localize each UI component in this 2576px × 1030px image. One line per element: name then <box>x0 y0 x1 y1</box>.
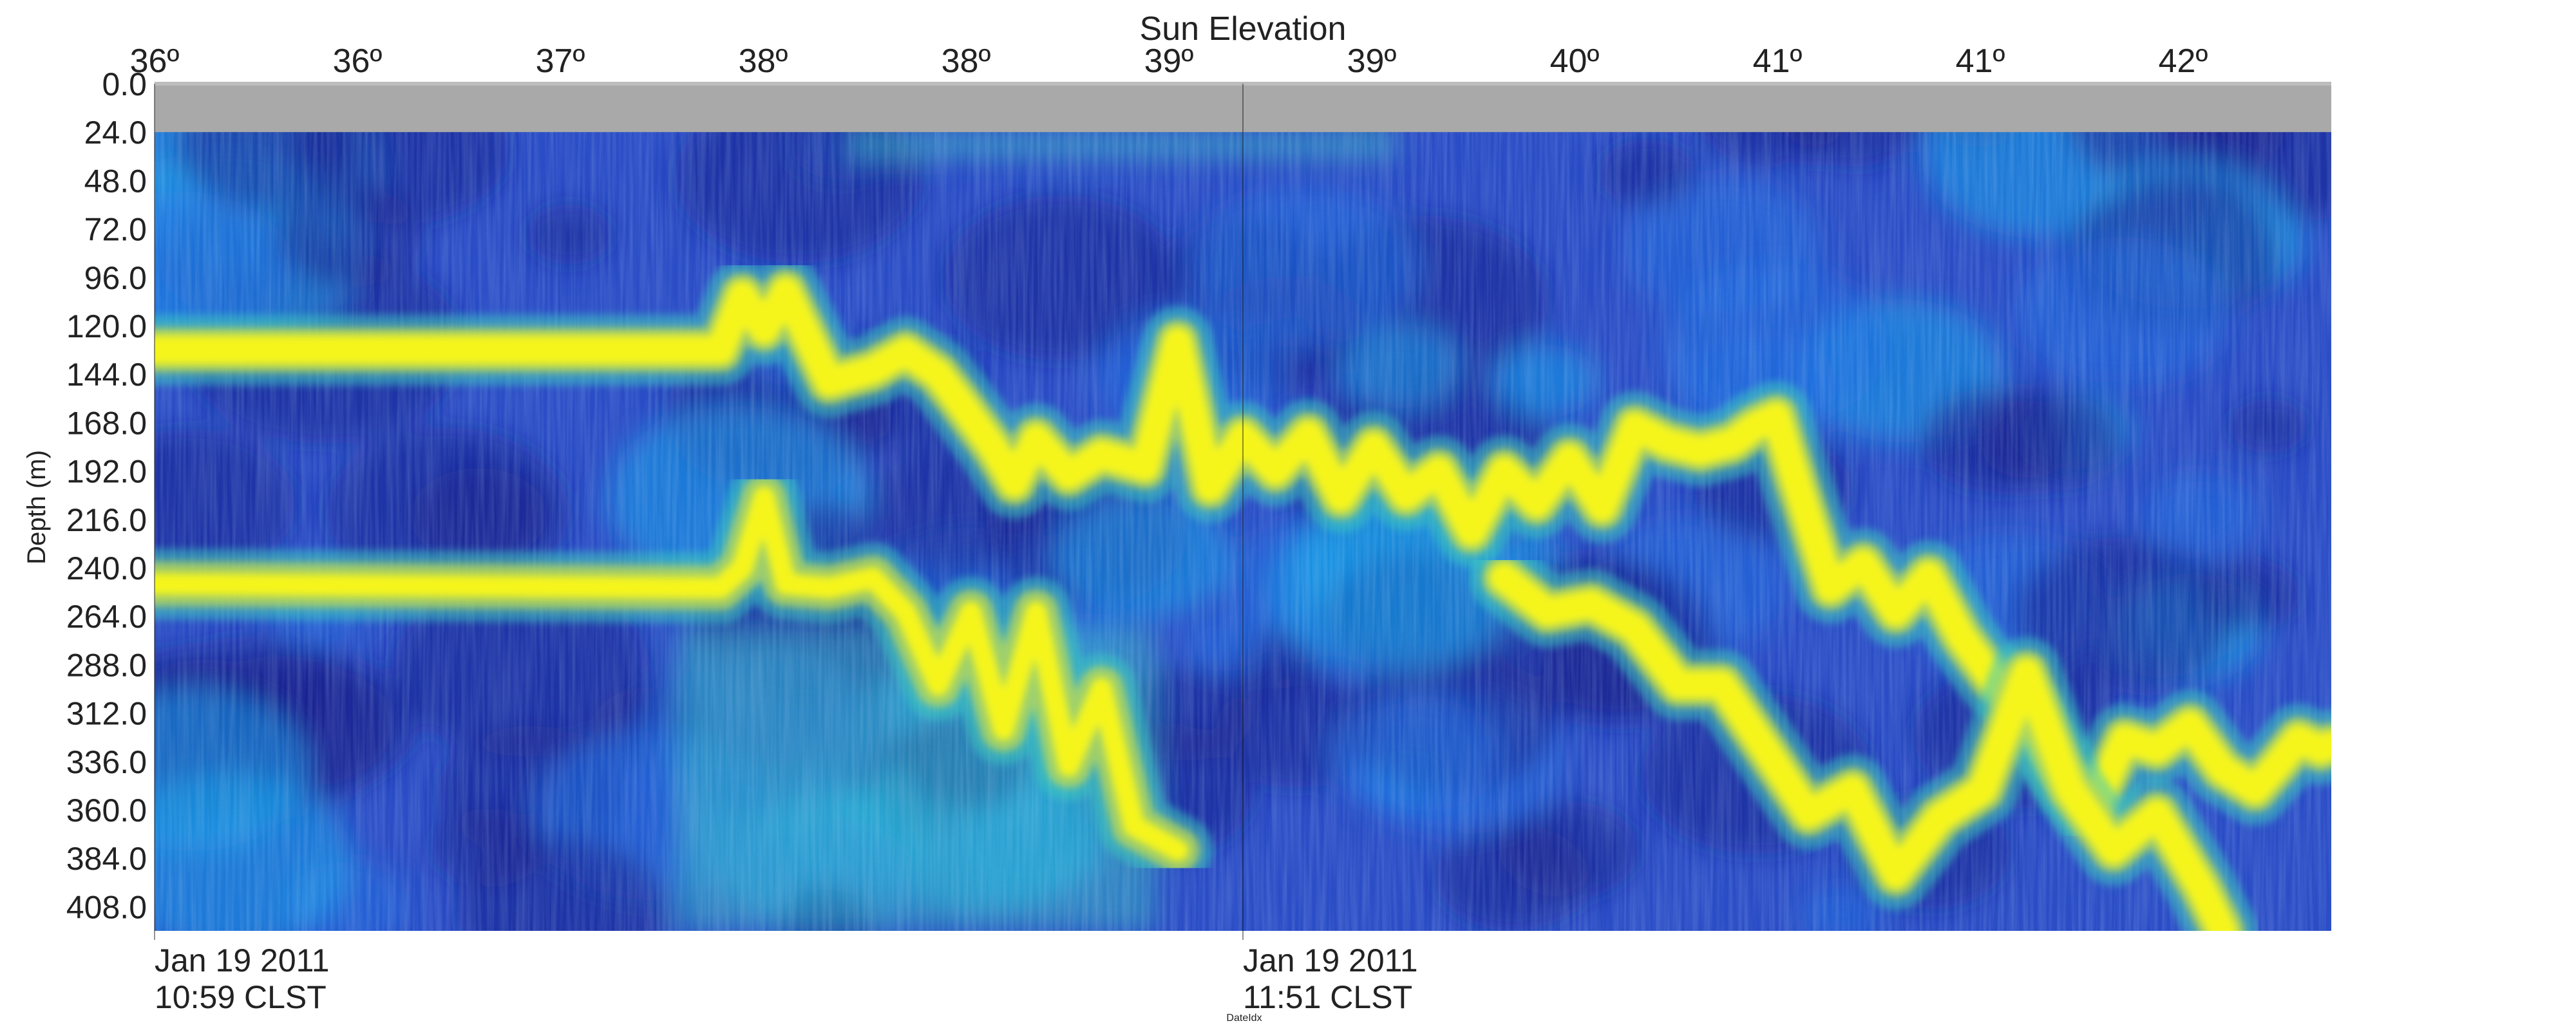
y-axis-title: Depth (m) <box>23 450 51 565</box>
y-tick-label: 216.0 <box>66 502 147 538</box>
x-tick-date: Jan 19 2011 <box>155 942 330 979</box>
top-tick-label: 39º <box>1347 42 1397 80</box>
bright-layers <box>155 256 2331 931</box>
top-axis-ticks: 36º 36º 37º 38º 38º 39º 39º 40º 41º 41º 42º <box>130 42 2208 80</box>
y-tick-label: 120.0 <box>66 308 147 344</box>
top-tick-label: 39º <box>1144 42 1194 80</box>
heatmap-plot-area <box>155 84 2331 931</box>
top-tick-label: 36º <box>333 42 383 80</box>
y-tick-label: 312.0 <box>66 696 147 732</box>
y-tick-label: 360.0 <box>66 792 147 829</box>
top-tick-label: 42º <box>2159 42 2208 80</box>
y-tick-label: 408.0 <box>66 889 147 925</box>
y-tick-label: 240.0 <box>66 550 147 586</box>
x-axis-title: DateIdx <box>1226 1013 1262 1024</box>
top-tick-label: 38º <box>942 42 991 80</box>
y-tick-label: 264.0 <box>66 599 147 635</box>
y-tick-label: 192.0 <box>66 454 147 490</box>
y-tick-label: 24.0 <box>84 115 147 151</box>
x-tick-time: 10:59 CLST <box>155 979 327 1015</box>
y-tick-label: 336.0 <box>66 744 147 780</box>
layer-core-1 <box>155 486 1189 861</box>
top-tick-label: 38º <box>739 42 788 80</box>
top-axis-title: Sun Elevation <box>1140 10 1347 48</box>
y-tick-label: 0.0 <box>102 66 147 102</box>
y-tick-label: 48.0 <box>84 163 147 199</box>
layer-core-2 <box>1489 563 2237 931</box>
top-tick-label: 41º <box>1753 42 1803 80</box>
x-tick-time: 11:51 CLST <box>1243 979 1412 1015</box>
y-tick-label: 96.0 <box>84 260 147 296</box>
y-tick-label: 288.0 <box>66 647 147 683</box>
y-axis-ticks: 0.0 24.0 48.0 72.0 96.0 120.0 144.0 168.0 192.0 2… <box>66 66 147 925</box>
y-tick-label: 72.0 <box>84 212 147 248</box>
top-tick-label: 36º <box>130 42 180 80</box>
top-tick-label: 41º <box>1956 42 2005 80</box>
x-tick-date: Jan 19 2011 <box>1243 942 1418 979</box>
y-tick-label: 168.0 <box>66 405 147 441</box>
top-tick-label: 40º <box>1550 42 1600 80</box>
y-tick-label: 384.0 <box>66 841 147 877</box>
y-tick-label: 144.0 <box>66 357 147 393</box>
top-tick-label: 37º <box>536 42 585 80</box>
